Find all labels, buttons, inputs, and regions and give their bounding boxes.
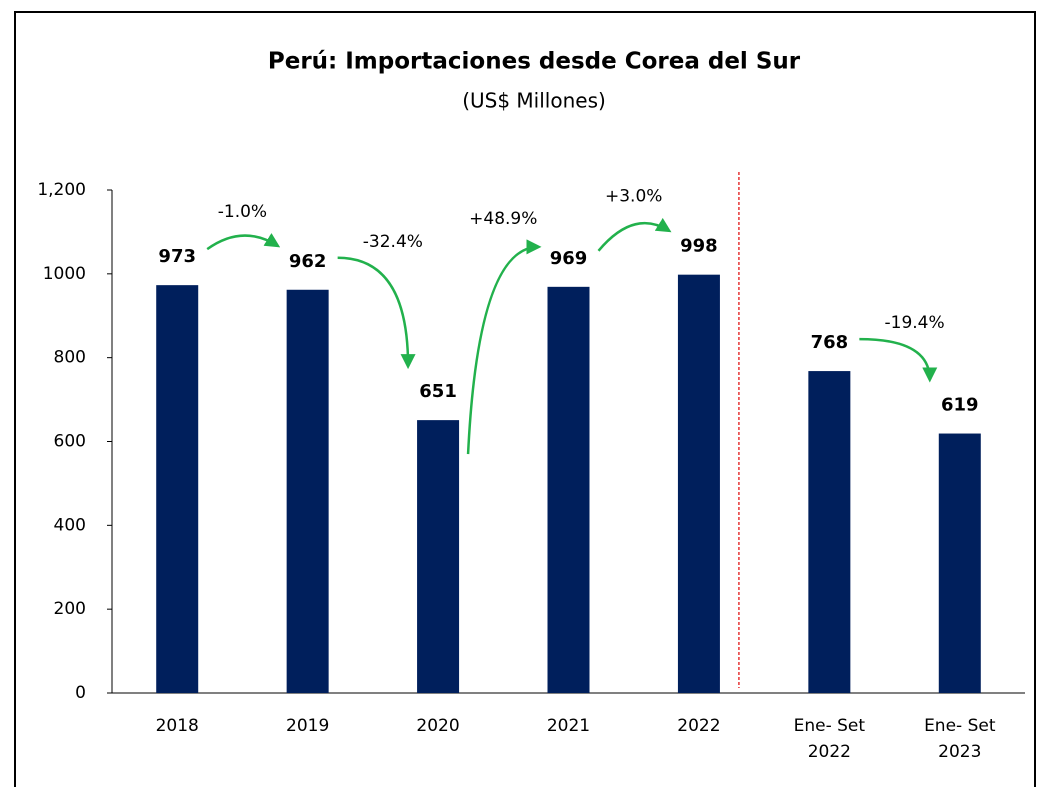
- x-tick-label: 2021: [546, 716, 591, 736]
- change-arrow: [597, 217, 672, 252]
- change-label: -1.0%: [218, 202, 267, 222]
- x-tick-label: 2019: [286, 716, 330, 736]
- bar: [808, 371, 851, 693]
- change-label: -32.4%: [363, 232, 423, 252]
- y-tick-label: 600: [54, 432, 86, 452]
- y-tick-label: 200: [54, 599, 86, 619]
- bar: [547, 286, 590, 693]
- y-tick-label: 1000: [43, 264, 86, 284]
- change-label: +3.0%: [605, 187, 662, 207]
- x-tick-label: 2018: [155, 716, 199, 736]
- bar: [417, 420, 460, 693]
- value-label: 768: [811, 332, 849, 353]
- bar: [938, 433, 981, 693]
- chart-subtitle: (US$ Millones): [462, 89, 606, 113]
- value-label: 973: [158, 246, 196, 267]
- x-tick-label: 2022: [677, 716, 721, 736]
- x-tick-label: Ene- Set 2023: [924, 716, 996, 762]
- y-tick-label: 0: [75, 683, 86, 703]
- frame: [14, 11, 1036, 787]
- y-tick-label: 800: [54, 348, 86, 368]
- bar: [156, 285, 199, 693]
- y-tick-label: 1,200: [37, 180, 86, 200]
- value-label: 651: [419, 381, 457, 402]
- bar: [677, 274, 720, 693]
- value-label: 998: [680, 236, 718, 257]
- change-arrow: [859, 337, 938, 383]
- change-arrow: [206, 233, 281, 251]
- value-label: 962: [289, 251, 327, 272]
- change-arrow: [337, 256, 416, 370]
- chart-title: Perú: Importaciones desde Corea del Sur: [268, 49, 801, 75]
- value-label: 619: [941, 395, 979, 416]
- bar: [286, 289, 329, 693]
- change-label: -19.4%: [885, 313, 945, 333]
- change-label: +48.9%: [469, 209, 537, 229]
- y-tick-label: 400: [54, 515, 86, 535]
- x-tick-label: 2020: [416, 716, 460, 736]
- x-tick-label: Ene- Set 2022: [793, 716, 866, 762]
- change-arrow: [466, 239, 542, 455]
- value-label: 969: [550, 248, 588, 269]
